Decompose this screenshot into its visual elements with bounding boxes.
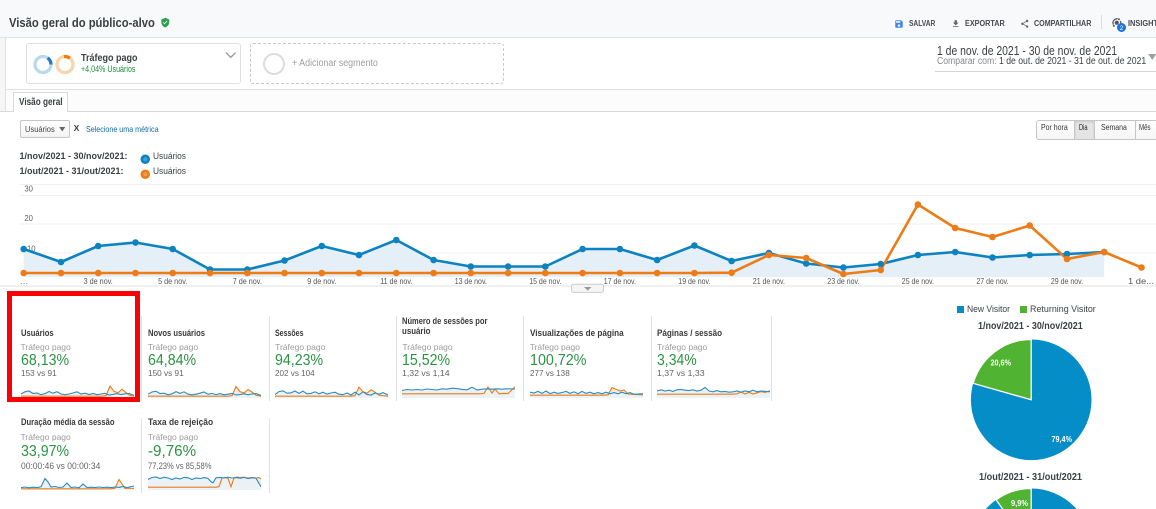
svg-text:27 de nov.: 27 de nov. — [976, 276, 1008, 286]
svg-text:3 de nov.: 3 de nov. — [84, 276, 113, 286]
svg-text:30: 30 — [24, 185, 33, 194]
svg-text:2: 2 — [1120, 25, 1124, 32]
svg-text:9,9%: 9,9% — [1011, 499, 1028, 508]
svg-text:7 de nov.: 7 de nov. — [233, 276, 262, 286]
svg-text:21 de nov.: 21 de nov. — [753, 276, 785, 286]
svg-text:20: 20 — [24, 214, 33, 223]
svg-text:29 de nov.: 29 de nov. — [1051, 276, 1083, 286]
svg-text:15 de nov.: 15 de nov. — [529, 276, 561, 286]
svg-text:17 de nov.: 17 de nov. — [604, 276, 636, 286]
svg-text:13 de nov.: 13 de nov. — [455, 276, 487, 286]
svg-text:11 de nov.: 11 de nov. — [380, 276, 412, 286]
svg-text:1 de...: 1 de... — [1128, 276, 1154, 286]
svg-text:25 de nov.: 25 de nov. — [902, 276, 934, 286]
svg-text:20,6%: 20,6% — [991, 358, 1012, 367]
svg-text:...: ... — [20, 276, 28, 286]
svg-text:19 de nov.: 19 de nov. — [678, 276, 710, 286]
svg-text:79,4%: 79,4% — [1052, 435, 1073, 444]
svg-text:10: 10 — [27, 244, 36, 253]
svg-text:9 de nov.: 9 de nov. — [307, 276, 336, 286]
svg-text:5 de nov.: 5 de nov. — [158, 276, 187, 286]
svg-text:23 de nov.: 23 de nov. — [827, 276, 859, 286]
